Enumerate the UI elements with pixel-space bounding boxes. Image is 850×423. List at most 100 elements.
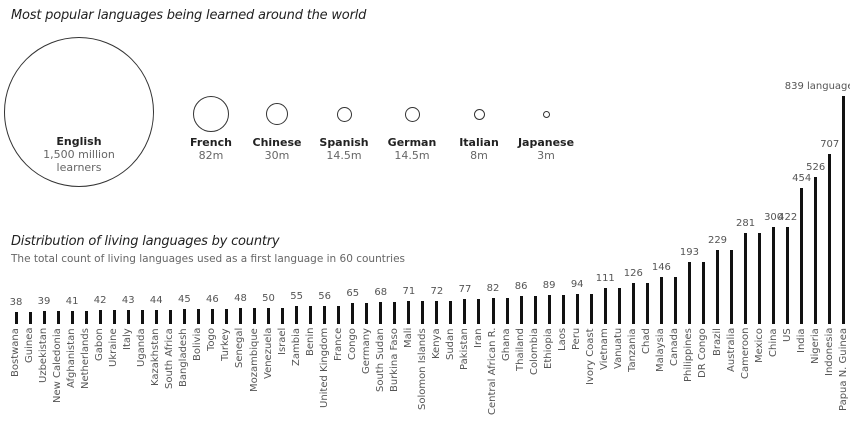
bar (84, 310, 88, 324)
bar (379, 302, 383, 324)
bubble-name: Chinese (252, 136, 302, 149)
bar (463, 299, 467, 324)
country-label: Australia (725, 327, 737, 372)
country-label: Mali (402, 327, 414, 348)
bar (505, 297, 509, 324)
bubble-chart-title: Most popular languages being learned aro… (11, 8, 367, 23)
bar (70, 310, 74, 324)
bar-value-label: 839 languages (784, 80, 850, 92)
bar (617, 288, 621, 324)
bar (772, 227, 776, 324)
bubble-label: German 14.5m (352, 136, 472, 162)
country-label: United Kingdom (318, 327, 330, 408)
country-label: Burkina Faso (388, 328, 400, 392)
bar (126, 310, 130, 324)
country-label: Bangladesh (178, 328, 190, 387)
bar-value-label: 77 (458, 284, 472, 296)
bar (14, 311, 18, 324)
country-label: Solomon Islands (416, 328, 428, 410)
bubble-name: French (190, 136, 232, 149)
bar-value-label: 86 (514, 281, 528, 293)
bar-value-label: 94 (570, 278, 584, 290)
country-label: Germany (360, 328, 372, 374)
bubble-value: 82m (198, 149, 224, 162)
bar-value-label: 193 (679, 246, 699, 258)
bubble-label: French 82m (151, 136, 271, 162)
country-label: Uzbekistan (38, 327, 50, 383)
bar (337, 305, 341, 324)
country-label: US (781, 328, 793, 342)
bar (267, 307, 271, 324)
bubble-value: 30m (264, 149, 290, 162)
bar (533, 296, 537, 324)
country-label: Uganda (136, 328, 148, 367)
bar-value-label: 42 (93, 295, 107, 307)
bubble-name: Italian (459, 136, 499, 149)
bar-value-label: 55 (290, 291, 303, 303)
bar-value-label: 454 (792, 172, 812, 184)
bar (196, 309, 200, 324)
bar-value-label: 50 (262, 292, 275, 304)
bar (687, 261, 691, 324)
country-label: Laos (557, 327, 569, 351)
bar-value-label: 46 (206, 294, 219, 306)
country-label: Bostwana (10, 328, 21, 377)
country-label: Canada (669, 327, 681, 366)
bar (659, 276, 663, 324)
bar (365, 303, 369, 324)
bar (393, 302, 397, 324)
country-label: Venezuela (262, 327, 274, 379)
country-label: Ukraine (108, 328, 120, 367)
bar-value-label: 68 (374, 287, 388, 299)
bar (730, 250, 734, 324)
country-label: Kazakhstan (150, 328, 162, 386)
bubble-label: Japanese 3m (486, 136, 606, 162)
country-label: Pakistan (458, 328, 470, 370)
country-label: Indonesia (823, 327, 835, 376)
bar (56, 311, 60, 324)
bar-value-label: 41 (65, 295, 79, 307)
bubble-label: Spanish 14.5m (284, 136, 404, 162)
country-label: South Sudan (374, 328, 386, 392)
country-label: India (795, 328, 807, 353)
bar-value-label: 56 (318, 290, 332, 302)
country-label: Ivory Coast (585, 328, 597, 385)
bar (42, 311, 46, 324)
bar-value-label: 71 (402, 286, 416, 298)
bar-value-label: 65 (346, 288, 360, 299)
bar (631, 283, 635, 324)
country-label: New Caledonia (52, 328, 64, 403)
country-label: France (332, 327, 344, 361)
bubble-value: 8m (470, 149, 488, 162)
bar (477, 299, 481, 324)
country-label: Guinea (24, 327, 36, 363)
bar (561, 295, 565, 324)
bubble-name: English (56, 135, 102, 148)
country-label: Israel (276, 327, 288, 355)
country-label: Central African R. (487, 327, 499, 415)
country-label: Sudan (444, 328, 456, 361)
bubble-chinese (266, 103, 288, 125)
bar (744, 233, 748, 324)
bubble-german (404, 106, 420, 122)
bar (323, 305, 327, 324)
bar (224, 309, 228, 324)
country-label: Peru (571, 327, 583, 350)
bar-value-label: 45 (177, 294, 191, 306)
bar (800, 187, 804, 324)
bubble-unit: learners (56, 161, 102, 174)
bar (281, 307, 285, 324)
country-label: Afghanistan (66, 328, 78, 388)
bar-value-label: 72 (430, 285, 444, 297)
bubble-value: 14.5m (326, 149, 362, 162)
country-label: Ethiopia (543, 328, 555, 369)
bubble-italian (473, 108, 485, 120)
bubble-label: Chinese 30m (217, 136, 337, 162)
bubble-japanese (542, 110, 550, 118)
country-label: Togo (206, 328, 218, 351)
country-label: Congo (346, 328, 358, 360)
country-label: Mexico (753, 328, 765, 363)
bar-value-label: 38 (9, 296, 23, 308)
country-label: DR Congo (697, 328, 709, 378)
bar (758, 233, 762, 324)
